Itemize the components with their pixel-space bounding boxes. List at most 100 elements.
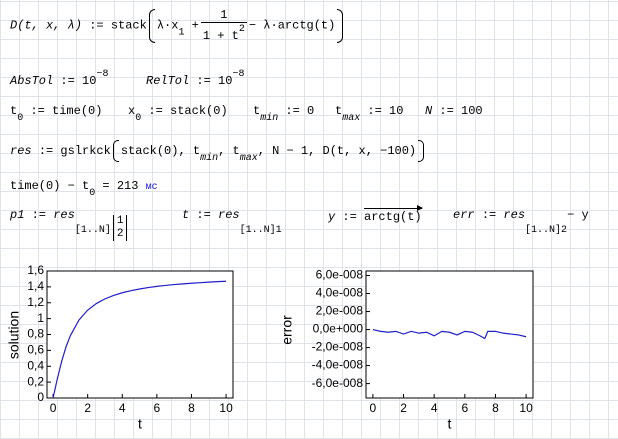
data-line — [52, 280, 227, 399]
paren — [418, 140, 425, 162]
token: := — [196, 74, 211, 88]
token: := — [89, 18, 104, 33]
token: 1 — [116, 215, 124, 227]
token: arctg(t) — [364, 210, 422, 224]
token: res — [503, 208, 526, 222]
expression: time(0) − t0 = 213 мс — [10, 179, 158, 201]
token: t — [335, 104, 343, 118]
token: 0 — [135, 113, 142, 124]
y-axis-label: error — [279, 315, 295, 345]
token: λ·x — [156, 18, 179, 33]
denominator: 1 + t2 — [200, 22, 247, 43]
token: res — [53, 208, 75, 222]
vectorize: arctg(t) — [364, 205, 423, 224]
y-tick-label: 0,2 — [27, 374, 44, 388]
y-tick-label: 6,0e-008 — [316, 268, 364, 282]
token: [1..N] — [525, 225, 562, 236]
token: res — [10, 144, 32, 159]
token: + — [191, 18, 199, 33]
x-tick-label: 6 — [154, 401, 161, 415]
x-tick-label: 10 — [519, 401, 533, 415]
token: AbsTol — [10, 74, 54, 88]
expression: err := res [1..N]2 − y — [453, 208, 589, 238]
token: 1 — [275, 225, 282, 236]
token: [1..N] — [239, 225, 276, 236]
expression: res := gslrkck stack(0), tmin, tmax, N − … — [10, 140, 426, 166]
token: := — [481, 208, 497, 222]
y-tick-label: -2,0e-008 — [312, 340, 364, 354]
expression: RelTol := 10−8 — [146, 68, 244, 88]
token: 1 — [220, 8, 228, 22]
token: N — [425, 104, 433, 118]
token: := — [367, 104, 382, 118]
token: 213 — [116, 179, 139, 193]
token: 100 — [461, 104, 483, 118]
y-tick-label: 0,4 — [27, 358, 44, 372]
token: time(0) − t — [10, 179, 90, 193]
token: 10 — [389, 104, 404, 118]
expression: N := 100 — [425, 104, 483, 118]
y-tick-label: 0,0e+000 — [313, 322, 364, 336]
x-tick-label: 2 — [400, 401, 407, 415]
expression: p1 := res[1..N] 1 2 — [10, 208, 128, 241]
token: 2 — [116, 228, 124, 240]
expression: D(t, x, λ) := stack λ·x1 +1 1 + t2− λ·arct… — [10, 8, 345, 43]
unit: мс — [145, 182, 158, 193]
token: y — [328, 210, 336, 224]
token: max — [239, 153, 258, 165]
y-tick-label: 1 — [37, 311, 44, 325]
token: stack — [110, 18, 147, 33]
token: := — [38, 144, 54, 159]
token: stack(0) — [170, 104, 228, 118]
y-tick-label: 1,4 — [27, 279, 44, 293]
expression: AbsTol := 10−8 — [10, 68, 108, 88]
token: := — [285, 104, 300, 118]
y-axis-label: solution — [6, 311, 22, 359]
token: −8 — [232, 69, 245, 80]
token: t — [10, 104, 18, 118]
token: D(t, x, λ) — [10, 18, 83, 33]
expression: t0 := time(0) — [10, 104, 102, 126]
token: := — [30, 104, 45, 118]
token: [1..N] — [74, 225, 111, 236]
x-axis-label: t — [138, 416, 142, 432]
x-tick-label: 2 — [84, 401, 91, 415]
token: −8 — [96, 69, 109, 80]
token: 2 — [238, 24, 245, 35]
token: p1 — [10, 208, 25, 222]
expression: tmax := 10 — [335, 104, 403, 126]
y-tick-label: 2,0e-008 — [316, 304, 364, 318]
token: 2 — [561, 225, 568, 236]
y-tick-label: -6,0e-008 — [312, 376, 364, 390]
token: 1 + t — [202, 29, 239, 43]
token: RelTol — [146, 74, 190, 88]
token: t — [182, 208, 190, 222]
token: 10 — [82, 74, 97, 88]
token: − λ·arctg(t) — [248, 18, 336, 33]
token: max — [342, 113, 361, 124]
expression: x0 := stack(0) — [128, 104, 228, 126]
data-line — [372, 328, 527, 340]
token: 1 — [178, 27, 185, 39]
token: 0 — [307, 104, 315, 118]
token: := — [196, 208, 211, 222]
token: 10 — [218, 74, 233, 88]
y-tick-label: 0,8 — [27, 327, 44, 341]
paren — [112, 140, 119, 162]
x-tick-label: 8 — [492, 401, 499, 415]
token: x — [128, 104, 136, 118]
token: , N − 1, D(t, x, −100) — [257, 144, 417, 159]
token: res — [218, 208, 240, 222]
token: := — [342, 210, 357, 224]
token: time(0) — [52, 104, 103, 118]
y-tick-label: -4,0e-008 — [312, 358, 364, 372]
x-tick-label: 6 — [461, 401, 468, 415]
x-tick-label: 0 — [50, 401, 57, 415]
expression: tmin := 0 — [253, 104, 314, 126]
token: err — [453, 208, 475, 222]
token: := — [148, 104, 163, 118]
y-tick-label: 1,2 — [27, 295, 44, 309]
